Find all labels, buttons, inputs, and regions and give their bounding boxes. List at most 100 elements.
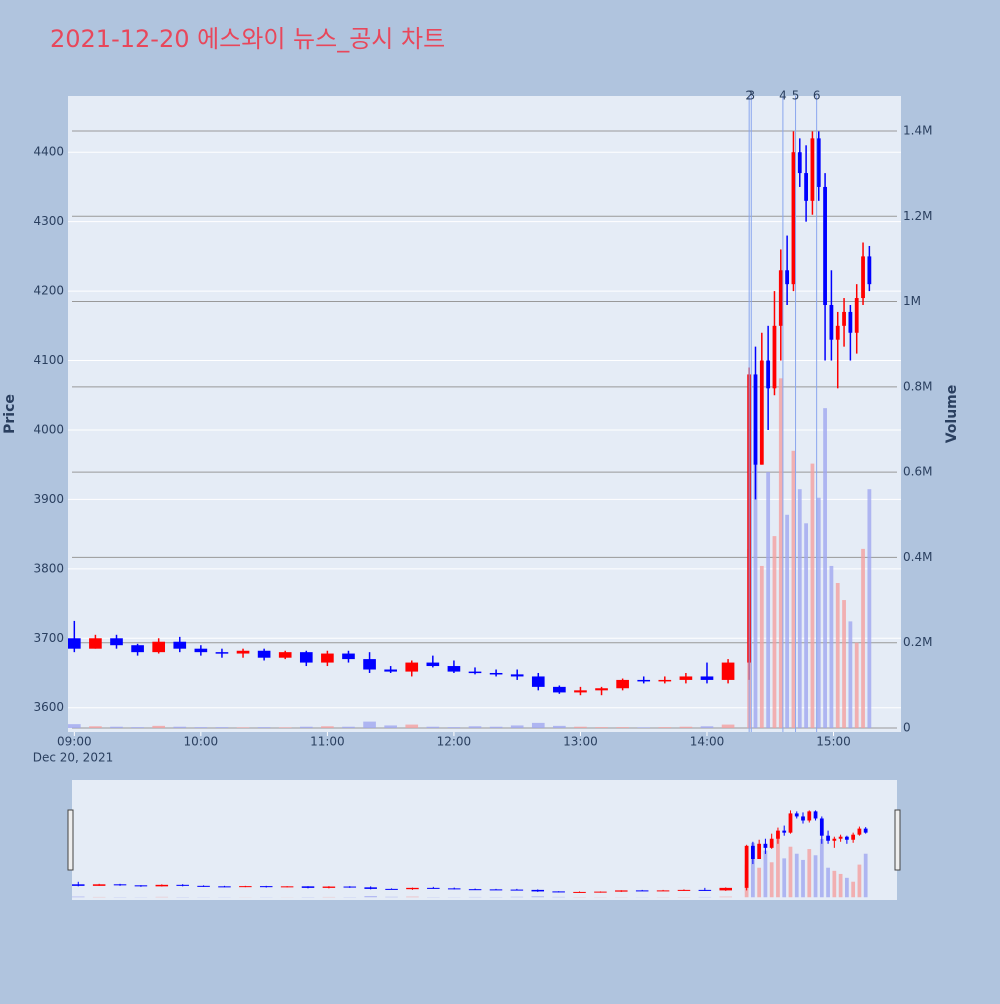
x-tick-label: 10:00: [184, 735, 219, 749]
slider-candle-body: [864, 829, 868, 833]
volume-bar: [553, 726, 566, 728]
y2-tick-label: 0.8M: [903, 379, 932, 393]
slider-candle-body: [302, 886, 315, 888]
volume-bar: [861, 549, 865, 728]
slider-candle-body: [745, 846, 749, 888]
volume-bar: [766, 472, 770, 728]
slider-volume-bar: [72, 897, 85, 898]
slider-candle-body: [782, 831, 786, 833]
slider-candle-body: [814, 811, 818, 818]
volume-bar: [785, 515, 789, 728]
volume-bar: [848, 621, 852, 728]
y-tick-label: 3900: [33, 492, 64, 506]
volume-bar: [637, 727, 650, 728]
x-tick-label: 12:00: [437, 735, 472, 749]
candle-body: [89, 638, 102, 648]
candle-body: [766, 361, 770, 389]
volume-bar: [68, 724, 81, 728]
slider-volume-bar: [801, 860, 805, 897]
volume-bar: [867, 489, 871, 728]
candle-body: [110, 638, 123, 645]
slider-candle-body: [764, 844, 768, 848]
candle-body: [448, 666, 461, 672]
y2-tick-label: 0.6M: [903, 465, 932, 479]
volume-bar: [595, 727, 608, 728]
slider-volume-bar: [764, 851, 768, 898]
x-tick-label: 09:00: [57, 735, 92, 749]
candle-body: [616, 680, 629, 688]
candle-body: [855, 298, 859, 333]
candle-body: [773, 326, 777, 388]
volume-bar: [701, 726, 714, 728]
slider-candle-body: [385, 889, 398, 890]
slider-handle-right[interactable]: [895, 810, 900, 870]
slider-candle-body: [807, 811, 811, 820]
y-tick-label: 3700: [33, 631, 64, 645]
y2-tick-label: 1M: [903, 294, 921, 308]
x-tick-label: 14:00: [690, 735, 725, 749]
slider-volume-bar: [820, 839, 824, 897]
candle-body: [637, 680, 650, 682]
slider-volume-bar: [807, 849, 811, 897]
slider-candle-body: [789, 813, 793, 832]
slider-candle-body: [260, 886, 273, 887]
slider-volume-bar: [789, 847, 793, 898]
volume-bar: [574, 727, 587, 728]
slider-candle-body: [218, 886, 231, 887]
candle-body: [553, 687, 566, 693]
candle-body: [779, 270, 783, 326]
candle-body: [321, 654, 334, 663]
slider-candle-body: [490, 889, 503, 890]
slider-candle-body: [839, 837, 843, 839]
volume-bar: [384, 725, 397, 728]
candle-body: [701, 676, 714, 679]
volume-bar: [823, 408, 827, 728]
slider-volume-bar: [826, 868, 830, 898]
slider-candle-body: [239, 886, 252, 887]
volume-bar: [773, 536, 777, 728]
volume-bar: [792, 451, 796, 728]
x-tick-label: 13:00: [563, 735, 598, 749]
slider-candle-body: [776, 831, 780, 839]
candle-body: [817, 138, 821, 187]
candle-body: [574, 690, 587, 692]
slider-candle-body: [795, 813, 799, 816]
candle-body: [152, 642, 165, 652]
slider-candle-body: [552, 891, 565, 892]
volume-bar: [258, 727, 271, 728]
candle-body: [131, 645, 144, 652]
candle-body: [195, 649, 208, 652]
slider-candle-body: [801, 816, 805, 820]
candle-body: [258, 651, 271, 658]
chart-title: 2021-12-20 에스와이 뉴스_공시 차트: [50, 25, 445, 53]
y-tick-label: 3600: [33, 700, 64, 714]
y-tick-label: 4300: [33, 214, 64, 228]
candle-body: [785, 270, 789, 284]
volume-bar: [405, 725, 418, 728]
y-tick-label: 4100: [33, 353, 64, 367]
volume-bar: [658, 727, 671, 728]
slider-candle-body: [427, 888, 440, 889]
candle-body: [867, 256, 871, 284]
slider-candle-body: [751, 846, 755, 859]
slider-handle-left[interactable]: [68, 810, 73, 870]
slider-candle-body: [832, 839, 836, 841]
y2-tick-label: 0.2M: [903, 635, 932, 649]
slider-volume-bar: [858, 865, 862, 898]
slider-candle-body: [573, 892, 586, 893]
slider-candle-body: [323, 887, 336, 888]
candle-body: [842, 312, 846, 326]
volume-bar: [300, 727, 313, 728]
volume-bar: [798, 489, 802, 728]
slider-candle-body: [820, 818, 824, 835]
slider-candle-body: [531, 890, 544, 892]
volume-bar: [131, 727, 144, 728]
y-axis-title: Price: [2, 394, 18, 434]
volume-bar: [321, 726, 334, 728]
volume-bar: [855, 643, 859, 728]
slider-volume-bar: [851, 882, 855, 898]
slider-volume-bar: [531, 896, 544, 897]
slider-volume-bar: [845, 878, 849, 897]
slider-volume-bar: [364, 896, 377, 897]
candle-body: [532, 676, 545, 686]
